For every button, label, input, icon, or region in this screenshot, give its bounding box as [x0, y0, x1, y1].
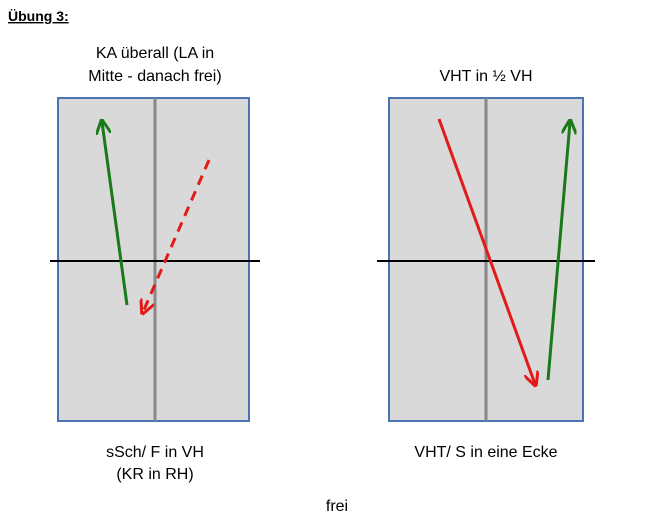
caption: VHT in ½ VH [439, 68, 532, 85]
arrow [546, 122, 570, 381]
arrow [102, 122, 129, 306]
caption: KA überall (LA in [96, 45, 214, 62]
caption: Mitte - danach frei) [88, 68, 221, 85]
caption: sSch/ F in VH [106, 444, 204, 461]
exercise-title: Übung 3: [8, 8, 69, 24]
field-right [377, 97, 595, 422]
arrow [437, 118, 535, 384]
caption: VHT/ S in eine Ecke [414, 444, 557, 461]
field-left [50, 97, 260, 422]
arrow-dashed [143, 159, 211, 312]
caption: (KR in RH) [116, 466, 193, 483]
footer: frei [326, 498, 348, 515]
